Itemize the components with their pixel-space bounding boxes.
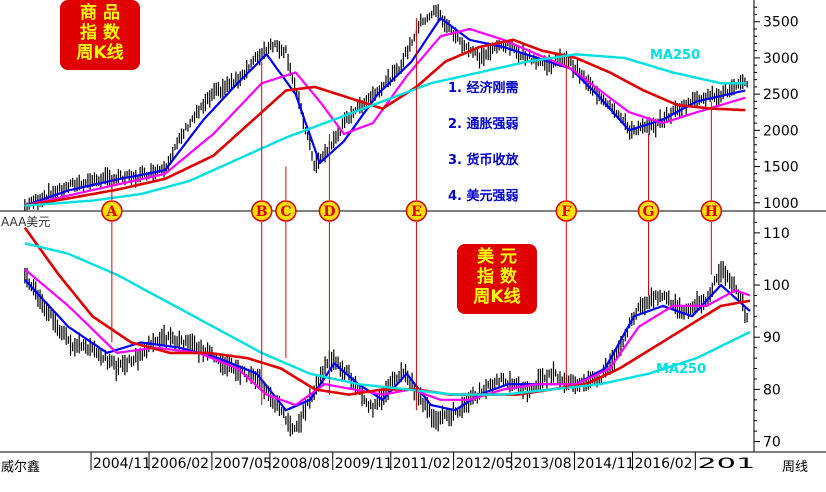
dollar-index-badge: 美 元 指 数 周K线: [457, 244, 537, 314]
factor-3: 3. 货币收放: [448, 153, 519, 168]
x-tick-label: 2013/08: [514, 456, 572, 472]
x-tick-label: 2014/11: [576, 456, 634, 472]
y-tick-label: 90: [763, 330, 781, 346]
dollar-badge-line-3: 周K线: [473, 287, 521, 307]
x-axis-left-label: 威尔鑫: [1, 460, 41, 475]
ma250-label-bottom: MA250: [656, 362, 707, 377]
x-tick-label: 2016/02: [634, 456, 692, 472]
series-ma-red-commodity: [24, 38, 746, 207]
y-tick-label: 110: [763, 226, 790, 242]
y-tick-label: 100: [763, 278, 790, 294]
x-tick-label: 2006/02: [151, 456, 209, 472]
series-ma250-dollar: [24, 242, 751, 396]
x-axis-right-label: 周线: [782, 460, 809, 475]
series-ma-red-dollar: [23, 226, 751, 396]
y-tick-label: 1000: [763, 196, 799, 212]
y-tick-label: 3000: [763, 51, 799, 67]
y-tick-label: 2000: [763, 123, 799, 139]
x-tick-label: 2011/02: [393, 456, 451, 472]
event-marker-d: [318, 200, 341, 222]
series-ma-blue-dollar: [24, 279, 751, 412]
event-label-d: D: [323, 204, 335, 220]
factor-2: 2. 通胀强弱: [448, 117, 519, 132]
x-tick-label: 201: [697, 456, 755, 472]
y-tick-label: 80: [763, 382, 781, 398]
event-marker-h: [700, 200, 723, 222]
event-marker-e: [405, 200, 428, 222]
x-tick-label: 2008/08: [272, 456, 330, 472]
dollar-badge-line-1: 美 元: [477, 247, 517, 267]
event-label-c: C: [280, 204, 291, 220]
event-label-g: G: [642, 204, 654, 220]
y-tick-label: 2500: [763, 87, 799, 103]
x-tick-label: 2007/05: [214, 456, 272, 472]
x-tick-label: 2004/11: [93, 456, 151, 472]
commodity-index-badge: 商 品 指 数 周K线: [60, 0, 140, 70]
factor-list: 1. 经济刚需 2. 通胀强弱 3. 货币收放 4. 美元强弱: [448, 78, 519, 222]
event-label-f: F: [561, 204, 571, 220]
x-tick-label: 2012/05: [456, 456, 514, 472]
x-tick-label: 2009/11: [335, 456, 393, 472]
commodity-badge-line-3: 周K线: [76, 43, 124, 63]
factor-1: 1. 经济刚需: [448, 81, 519, 96]
ma250-label-top: MA250: [650, 48, 701, 63]
commodity-badge-line-2: 指 数: [80, 23, 120, 43]
y-tick-label: 1500: [763, 160, 799, 176]
event-marker-c: [275, 200, 297, 222]
dollar-badge-line-2: 指 数: [477, 267, 517, 287]
event-label-b: B: [256, 204, 268, 220]
bottom-panel-name: AAA美元: [1, 215, 51, 229]
event-label-h: H: [705, 204, 718, 220]
commodity-badge-line-1: 商 品: [80, 3, 120, 23]
series-ma-magenta-dollar: [24, 268, 751, 407]
series-ma-blue-commodity: [24, 17, 746, 207]
event-marker-g: [637, 200, 660, 222]
y-tick-label: 70: [763, 435, 781, 451]
event-marker-f: [555, 200, 578, 222]
event-label-e: E: [411, 204, 422, 220]
event-marker-a: [101, 200, 123, 222]
y-tick-label: 3500: [763, 15, 799, 31]
event-marker-b: [250, 200, 273, 222]
series-ma250-commodity: [24, 53, 746, 207]
event-label-a: A: [105, 204, 118, 220]
factor-4: 4. 美元强弱: [448, 189, 519, 204]
